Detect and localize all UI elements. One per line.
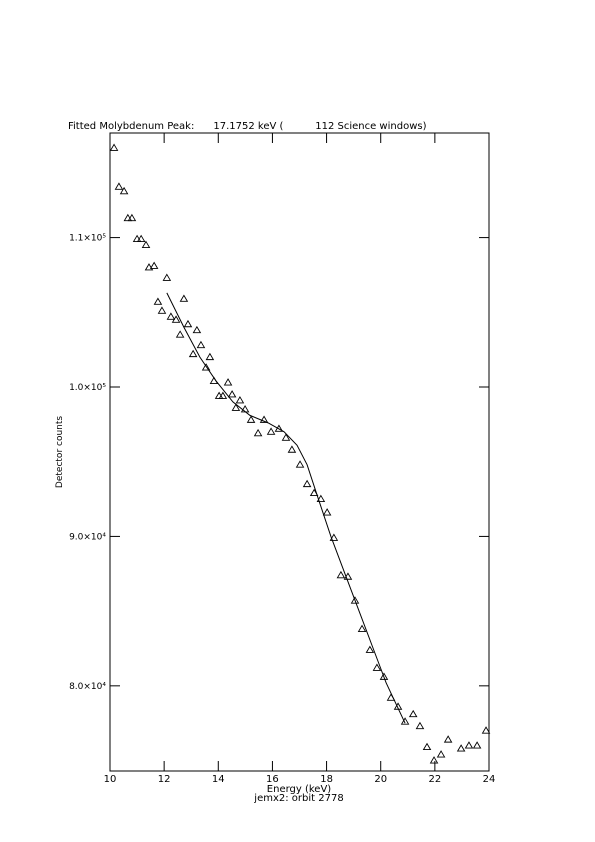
- data-point: [481, 726, 491, 734]
- data-point: [259, 415, 269, 423]
- data-point: [472, 741, 482, 749]
- fit-line: [166, 292, 406, 724]
- y-tick-label: 9.0×10⁴: [69, 532, 106, 542]
- data-point: [153, 297, 163, 305]
- data-point: [456, 744, 466, 752]
- y-tick-label: 1.0×10⁵: [69, 383, 106, 393]
- data-point: [266, 427, 276, 435]
- data-point: [350, 596, 360, 604]
- x-axis-label: Energy (keV): [267, 784, 332, 795]
- data-point: [162, 273, 172, 281]
- data-point: [464, 741, 474, 749]
- data-point: [223, 378, 233, 386]
- data-point: [281, 433, 291, 441]
- data-point: [372, 663, 382, 671]
- data-point: [205, 352, 215, 361]
- data-point: [246, 415, 256, 423]
- data-point: [379, 672, 389, 680]
- data-point: [227, 390, 237, 398]
- data-point: [188, 349, 198, 358]
- data-point: [408, 709, 418, 718]
- data-point: [316, 494, 326, 503]
- data-point: [171, 315, 181, 323]
- x-tick-label: 18: [320, 774, 333, 785]
- data-point: [136, 234, 146, 243]
- plot-frame: [109, 132, 490, 772]
- data-point: [336, 570, 346, 579]
- data-point: [141, 240, 151, 249]
- data-point: [322, 508, 332, 516]
- x-tick-label: 10: [104, 774, 117, 785]
- x-tick-label: 14: [212, 774, 225, 785]
- data-point: [183, 319, 193, 328]
- data-point: [415, 721, 425, 730]
- x-tick-label: 24: [483, 774, 496, 785]
- data-point: [253, 428, 263, 437]
- data-point: [357, 624, 367, 633]
- x-tick-label: 20: [374, 774, 387, 785]
- x-tick-label: 12: [158, 774, 171, 785]
- subtitle: jemx2: orbit 2778: [253, 793, 343, 804]
- data-point: [144, 263, 154, 271]
- data-point: [436, 750, 446, 758]
- data-point: [302, 479, 312, 488]
- data-point: [179, 294, 189, 302]
- x-tick-label: 22: [428, 774, 441, 785]
- x-tick-label: 16: [266, 774, 279, 785]
- data-point: [175, 330, 185, 338]
- data-point: [119, 186, 129, 195]
- data-point: [429, 756, 439, 764]
- data-point: [235, 396, 245, 404]
- data-point: [157, 306, 167, 314]
- data-point: [127, 213, 137, 222]
- data-point: [422, 742, 432, 751]
- data-point: [114, 182, 124, 190]
- data-point: [132, 234, 142, 243]
- data-point: [201, 363, 211, 371]
- data-point: [192, 325, 202, 334]
- data-point: [196, 340, 206, 349]
- data-point: [166, 312, 176, 320]
- data-point: [443, 735, 453, 743]
- data-point: [149, 261, 159, 269]
- data-point: [295, 460, 305, 468]
- data-point: [365, 645, 375, 653]
- data-point: [287, 445, 297, 453]
- data-point: [218, 391, 228, 399]
- data-point: [231, 403, 241, 411]
- data-point: [329, 533, 339, 541]
- y-axis-label: Detector counts: [55, 416, 65, 488]
- data-point: [109, 143, 119, 151]
- data-point: [400, 717, 410, 725]
- y-tick-label: 8.0×10⁴: [69, 682, 106, 692]
- data-point: [123, 213, 133, 222]
- y-tick-label: 1.1×10⁵: [69, 234, 106, 244]
- chart-title: Fitted Molybdenum Peak: 17.1752 keV ( 11…: [68, 121, 427, 132]
